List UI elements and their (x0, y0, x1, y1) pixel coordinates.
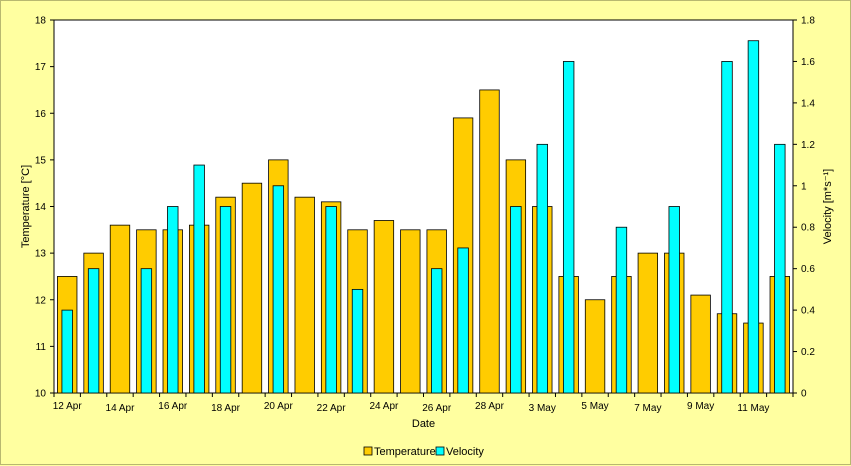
y-tick-label: 13 (35, 249, 47, 260)
y2-tick-label: 1.2 (801, 140, 815, 151)
x-tick-label: 22 Apr (317, 403, 347, 414)
velocity-bar (510, 206, 522, 394)
velocity-bar (61, 309, 73, 394)
velocity-bar (167, 206, 179, 394)
y2-tick-label: 1.6 (801, 57, 815, 68)
x-axis-title: Date (412, 418, 435, 430)
x-tick-label: 24 Apr (369, 401, 399, 412)
y2-tick-label: 1.8 (801, 16, 815, 27)
velocity-bar (351, 288, 364, 394)
y-tick-label: 17 (35, 62, 47, 73)
temperature-bar (241, 182, 263, 394)
temperature-bar (637, 252, 659, 394)
x-tick-label: 14 Apr (106, 403, 136, 414)
temperature-bar (400, 229, 421, 394)
velocity-bar (431, 268, 443, 394)
velocity-bar (536, 143, 548, 394)
y-axis-title: Temperature [°C] (20, 165, 32, 248)
legend-swatch-temperature (363, 446, 373, 456)
velocity-bar (87, 268, 100, 394)
y-tick-label: 11 (36, 342, 47, 353)
x-tick-label: 3 May (529, 403, 556, 414)
x-tick-label: 5 May (581, 401, 608, 412)
legend-label-temperature: Temperature (374, 446, 436, 458)
temperature-bar (109, 224, 131, 394)
y2-tick-label: 0 (801, 389, 807, 400)
y-tick-label: 12 (35, 295, 47, 306)
y2-tick-label: 0.4 (801, 306, 815, 317)
x-tick-label: 7 May (634, 403, 661, 414)
y2-tick-label: 0.2 (801, 347, 815, 358)
temperature-bar (584, 299, 606, 394)
legend-swatch-velocity (435, 446, 445, 456)
temperature-bar (373, 220, 395, 394)
velocity-bar (668, 206, 680, 394)
y2-axis-title: Velocity [m*s⁻¹] (822, 169, 834, 245)
y2-tick-label: 0.6 (801, 264, 815, 275)
velocity-bar (219, 206, 232, 394)
temperature-bar (294, 196, 315, 394)
y-tick-label: 15 (35, 155, 47, 166)
legend-label-velocity: Velocity (446, 446, 484, 458)
velocity-bar (774, 143, 786, 394)
velocity-bar (140, 268, 153, 394)
y-tick-label: 14 (35, 202, 47, 213)
velocity-bar (615, 226, 628, 394)
y-tick-label: 18 (35, 16, 47, 27)
y2-tick-label: 1 (801, 181, 807, 192)
temperature-bar (479, 89, 500, 394)
x-tick-label: 16 Apr (158, 401, 188, 412)
y2-tick-label: 1.4 (801, 98, 815, 109)
y2-tick-label: 0.8 (801, 223, 815, 234)
velocity-bar (721, 61, 733, 394)
velocity-bar (193, 164, 205, 394)
velocity-bar (457, 247, 469, 394)
x-tick-label: 20 Apr (264, 401, 294, 412)
x-tick-label: 18 Apr (211, 403, 241, 414)
x-tick-label: 12 Apr (53, 401, 83, 412)
x-tick-label: 26 Apr (422, 403, 452, 414)
x-tick-label: 11 May (737, 403, 769, 414)
velocity-bar (562, 61, 575, 394)
y-tick-label: 10 (35, 389, 47, 400)
x-tick-label: 9 May (687, 401, 714, 412)
velocity-bar (272, 185, 285, 394)
temperature-bar (690, 294, 711, 394)
x-tick-label: 28 Apr (475, 401, 505, 412)
velocity-bar (747, 40, 760, 394)
y-tick-label: 16 (35, 109, 47, 120)
velocity-bar (325, 206, 337, 394)
